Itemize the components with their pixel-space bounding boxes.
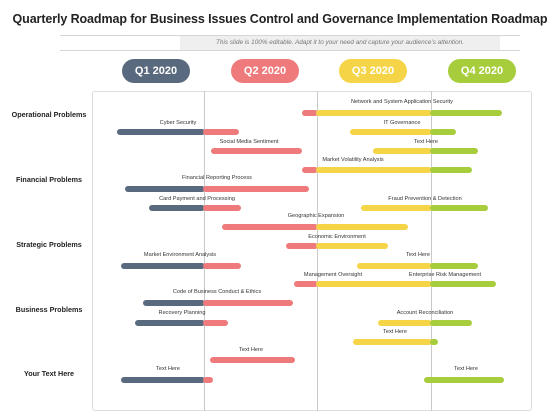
task-label: Enterprise Risk Management xyxy=(408,272,482,278)
task-bar-segment xyxy=(430,205,488,211)
task-bar-segment xyxy=(143,300,205,306)
task-label: Market Environment Analysis xyxy=(143,252,217,258)
task-label: Financial Reporting Process xyxy=(182,175,252,181)
task-label: Market Volatility Analysis xyxy=(322,157,384,163)
task-label: Geographic Expansion xyxy=(287,213,345,219)
task-bar-segment xyxy=(203,300,293,306)
task-label: Recovery Planning xyxy=(158,310,206,316)
category-business-problems: Business Problems xyxy=(15,305,83,314)
task-label: Text Here xyxy=(414,139,438,145)
task-bar-segment xyxy=(222,224,318,230)
page-title: Quarterly Roadmap for Business Issues Co… xyxy=(12,12,548,26)
task-bar-segment xyxy=(353,339,432,345)
quarter-q3-pill: Q3 2020 xyxy=(339,59,407,83)
task-label: Card Payment and Processing xyxy=(159,196,235,202)
task-bar-segment xyxy=(357,263,432,269)
task-label: Code of Business Conduct & Ethics xyxy=(172,289,262,295)
task-bar-segment xyxy=(135,320,205,326)
subtitle: This slide is 100% editable. Adapt it to… xyxy=(180,36,500,50)
task-bar-segment xyxy=(404,281,432,287)
task-bar-segment xyxy=(430,263,478,269)
quarter-q2-pill: Q2 2020 xyxy=(231,59,299,83)
quarter-divider xyxy=(204,91,205,411)
roadmap-panel xyxy=(92,91,532,411)
task-bar-segment xyxy=(430,320,472,326)
task-label: Social Media Sentiment xyxy=(219,139,279,145)
task-bar-segment xyxy=(149,205,205,211)
task-bar-segment xyxy=(316,224,408,230)
task-bar-segment xyxy=(294,281,318,287)
task-bar-segment xyxy=(430,148,478,154)
task-bar-segment xyxy=(203,263,241,269)
task-bar-segment xyxy=(211,148,302,154)
task-label: Economic Environment xyxy=(308,234,366,240)
task-bar-segment xyxy=(210,357,295,363)
task-bar-segment xyxy=(430,281,496,287)
task-bar-segment xyxy=(316,110,432,116)
task-bar-segment xyxy=(302,167,318,173)
category-strategic-problems: Strategic Problems xyxy=(16,240,82,249)
task-bar-segment xyxy=(203,129,239,135)
category-operational-problems: Operational Problems xyxy=(11,110,87,119)
task-label: Network and System Application Security xyxy=(351,99,453,105)
task-bar-segment xyxy=(316,281,416,287)
task-bar-segment xyxy=(430,110,502,116)
task-label: Text Here xyxy=(156,366,180,372)
task-bar-segment xyxy=(424,377,504,383)
task-bar-segment xyxy=(286,243,318,249)
quarter-divider xyxy=(431,91,432,411)
task-bar-segment xyxy=(125,186,205,192)
task-label: Account Reconciliation xyxy=(396,310,454,316)
quarter-q4-pill: Q4 2020 xyxy=(448,59,516,83)
task-bar-segment xyxy=(302,110,318,116)
category-financial-problems: Financial Problems xyxy=(16,175,82,184)
quarter-divider xyxy=(317,91,318,411)
task-bar-segment xyxy=(361,205,432,211)
task-bar-segment xyxy=(378,320,432,326)
task-bar-segment xyxy=(117,129,205,135)
task-label: Cyber Security xyxy=(159,120,197,126)
task-bar-segment xyxy=(430,129,456,135)
task-bar-segment xyxy=(316,167,432,173)
task-label: Text Here xyxy=(406,252,430,258)
task-bar-segment xyxy=(430,339,438,345)
task-label: Text Here xyxy=(239,347,263,353)
task-bar-segment xyxy=(430,167,472,173)
task-bar-segment xyxy=(203,377,213,383)
task-bar-segment xyxy=(373,148,432,154)
task-bar-segment xyxy=(203,320,228,326)
quarter-q1-pill: Q1 2020 xyxy=(122,59,190,83)
subtitle-band: This slide is 100% editable. Adapt it to… xyxy=(60,35,520,51)
task-bar-segment xyxy=(316,243,388,249)
task-label: IT Governance xyxy=(383,120,421,126)
task-bar-segment xyxy=(121,263,205,269)
task-label: Fraud Prevention & Detection xyxy=(388,196,462,202)
task-bar-segment xyxy=(203,186,309,192)
task-label: Text Here xyxy=(383,329,407,335)
task-label: Text Here xyxy=(454,366,478,372)
task-bar-segment xyxy=(203,205,241,211)
category-your-text-here: Your Text Here xyxy=(23,369,75,378)
task-bar-segment xyxy=(350,129,432,135)
task-label: Management Oversight xyxy=(303,272,363,278)
task-bar-segment xyxy=(121,377,205,383)
